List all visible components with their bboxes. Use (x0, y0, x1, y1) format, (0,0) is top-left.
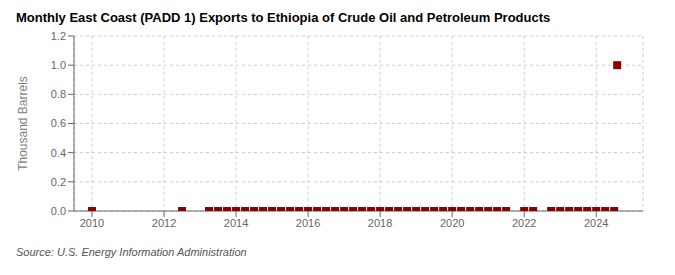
svg-text:2012: 2012 (152, 217, 176, 229)
svg-text:0.4: 0.4 (51, 147, 66, 159)
svg-text:2016: 2016 (296, 217, 320, 229)
svg-text:2022: 2022 (512, 217, 536, 229)
html-text:Source: U.S. Energy Informatio: Source: U.S. Energy Information Administ… (16, 246, 247, 258)
svg-text:1.0: 1.0 (51, 59, 66, 71)
svg-text:2024: 2024 (584, 217, 608, 229)
svg-text:2010: 2010 (80, 217, 104, 229)
svg-text:0.6: 0.6 (51, 117, 66, 129)
svg-text:2020: 2020 (440, 217, 464, 229)
svg-text:Thousand Barrels: Thousand Barrels (16, 76, 30, 171)
svg-text:0.8: 0.8 (51, 88, 66, 100)
svg-text:0.0: 0.0 (51, 205, 66, 217)
html-text:Monthly East Coast (PADD 1) Ex: Monthly East Coast (PADD 1) Exports to E… (16, 10, 551, 25)
svg-text:0.2: 0.2 (51, 176, 66, 188)
svg-text:1.2: 1.2 (51, 30, 66, 42)
svg-text:2014: 2014 (224, 217, 248, 229)
svg-text:2018: 2018 (368, 217, 392, 229)
